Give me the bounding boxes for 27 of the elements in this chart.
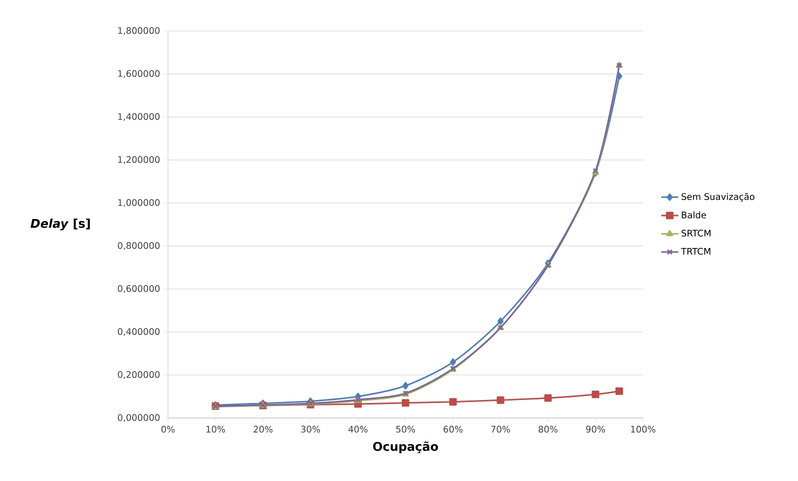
y-axis-title: Delay [s] <box>30 218 90 230</box>
y-tick-label: 0,000000 <box>118 414 160 422</box>
y-tick-label: 0,400000 <box>118 328 160 336</box>
legend-label: TRTCM <box>680 248 710 255</box>
x-tick-label: 40% <box>348 426 368 433</box>
legend-label: Balde <box>682 211 706 218</box>
x-tick-label: 20% <box>254 426 273 433</box>
x-tick-label: 10% <box>206 426 226 433</box>
legend-label: Sem Suavização <box>682 192 754 202</box>
y-tick-label: 0,800000 <box>118 242 160 250</box>
y-tick-label: 1,800000 <box>118 27 160 35</box>
y-tick-label: 1,400000 <box>118 113 160 121</box>
x-tick-label: 50% <box>396 426 416 433</box>
y-tick-label: 1,200000 <box>118 156 160 164</box>
x-tick-label: 100% <box>631 426 656 433</box>
y-tick-label: 1,000000 <box>118 199 160 207</box>
y-tick-label: 1,600000 <box>118 70 160 78</box>
legend-label: SRTCM <box>682 230 710 237</box>
x-tick-label: 90% <box>586 426 606 433</box>
x-tick-label: 30% <box>301 426 320 433</box>
x-tick-label: 0% <box>161 426 175 433</box>
y-tick-label: 0,600000 <box>118 285 160 293</box>
y-tick-label: 0,200000 <box>118 371 160 379</box>
x-axis-title: Ocupação <box>373 441 438 454</box>
x-tick-label: 70% <box>491 426 510 433</box>
x-tick-label: 60% <box>444 426 463 433</box>
x-tick-label: 80% <box>538 426 558 433</box>
